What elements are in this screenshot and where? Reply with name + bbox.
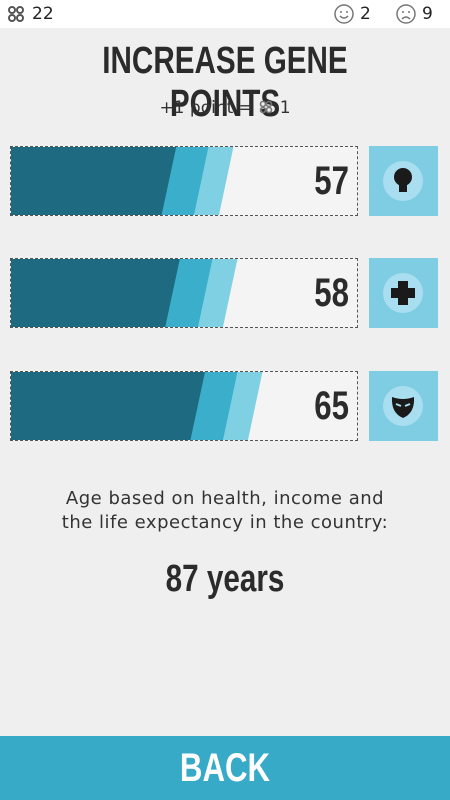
mask-icon	[383, 386, 423, 426]
happy-count: 2	[360, 4, 371, 24]
back-button[interactable]: BACK	[0, 736, 450, 800]
stat-value: 57	[314, 159, 349, 203]
back-label: BACK	[179, 746, 271, 790]
gene-icon	[8, 6, 24, 22]
stat-fill	[11, 372, 265, 441]
stat-bar: 57	[10, 146, 358, 216]
title: INCREASE GENE POINTS	[102, 40, 348, 125]
stat-bar: 65	[10, 371, 358, 441]
stat-fill	[11, 259, 240, 328]
description: Age based on health, income and the life…	[61, 488, 389, 533]
stat-stripe	[11, 372, 205, 441]
brain-icon	[383, 161, 423, 201]
rate-prefix: +1 point =	[159, 98, 253, 118]
stat-value: 58	[314, 271, 349, 315]
sad-count: 9	[422, 4, 433, 24]
happy-icon	[334, 4, 354, 24]
stat-stripe	[11, 147, 176, 216]
stat-fill	[11, 147, 236, 216]
stat-value: 65	[314, 384, 349, 428]
gene-icon	[260, 100, 273, 114]
health-icon	[383, 273, 423, 313]
sad-icon	[396, 4, 416, 24]
age: 87 years	[165, 558, 285, 600]
rate-value: 1	[279, 98, 291, 118]
rate: +1 point = 1	[0, 98, 450, 118]
stat-bar: 58	[10, 258, 358, 328]
status-bar: 22 2 9	[0, 0, 450, 28]
gene-points: 22	[32, 4, 54, 24]
stat-stripe	[11, 259, 180, 328]
